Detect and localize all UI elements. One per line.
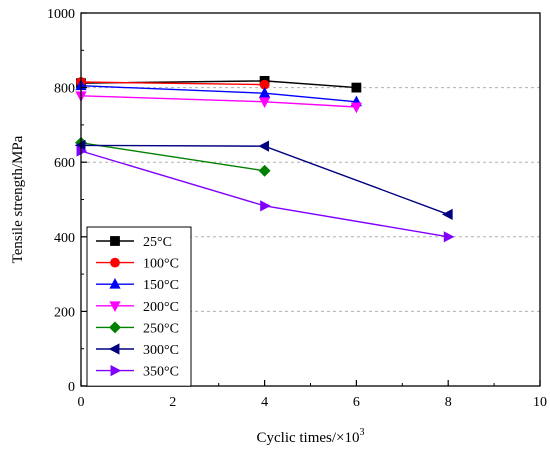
legend-marker-2	[109, 277, 121, 289]
x-axis-label-main: Cyclic times/×10	[256, 430, 359, 446]
legend-label-4: 250°C	[143, 321, 179, 336]
legend-marker-1	[110, 257, 120, 268]
legend-label-2: 150°C	[143, 278, 179, 293]
legend-label-1: 100°C	[143, 257, 179, 272]
legend-label-5: 300°C	[143, 343, 179, 358]
y-tick-label-3: 600	[54, 156, 75, 171]
series-line-2	[80, 85, 357, 103]
legend-entry-2: 150°C	[96, 277, 179, 293]
legend-marker-3	[109, 301, 121, 313]
data-point-6-1	[260, 200, 271, 212]
data-point-2-1	[258, 86, 271, 98]
y-tick-label-5: 1000	[47, 7, 75, 22]
x-axis-label: Cyclic times/×103	[256, 427, 364, 446]
legend-box	[86, 226, 192, 387]
legend-label-0: 25°C	[143, 235, 172, 250]
grid	[81, 87, 540, 312]
x-axis-label-superscript: 3	[360, 427, 365, 438]
y-tick-label-1: 200	[54, 305, 75, 320]
legend: 25°C 100°C 150°C 200°C 250°C 300°C 350°C	[86, 226, 192, 387]
legend-entry-6: 350°C	[96, 365, 179, 380]
series-4	[75, 136, 271, 177]
legend-entry-3: 200°C	[96, 300, 179, 315]
y-tick-label-2: 400	[54, 231, 75, 246]
ticks: 0 2 4 6 8 10 0 200 400 600 800 1000	[47, 7, 547, 410]
legend-entry-1: 100°C	[96, 257, 179, 272]
legend-entry-0: 25°C	[96, 235, 172, 250]
series-3	[75, 91, 363, 114]
x-tick-label-3: 6	[353, 395, 360, 410]
legend-marker-4	[109, 321, 121, 334]
x-tick-label-0: 0	[78, 395, 85, 410]
legend-marker-6	[110, 364, 122, 377]
data-point-0-2	[351, 82, 362, 93]
legend-entry-4: 250°C	[96, 321, 179, 336]
series-6	[76, 145, 455, 243]
data-point-4-1	[258, 164, 271, 177]
x-tick-label-4: 8	[445, 395, 452, 410]
data-point-3-2	[350, 102, 363, 114]
data-point-6-2	[443, 231, 455, 243]
series-line-1	[80, 81, 265, 86]
data-point-6-0	[76, 145, 88, 157]
x-tick-label-1: 2	[169, 395, 176, 410]
series-group	[74, 75, 455, 243]
legend-marker-0	[110, 236, 120, 246]
legend-label-6: 350°C	[143, 365, 179, 380]
y-axis-label: Tensile strength/MPa	[10, 135, 26, 263]
legend-marker-5	[108, 343, 120, 355]
data-point-5-2	[441, 208, 453, 221]
y-tick-label-4: 800	[54, 82, 75, 97]
series-line-4	[80, 142, 265, 172]
x-tick-label-5: 10	[533, 395, 547, 410]
legend-entry-5: 300°C	[96, 343, 179, 358]
x-tick-label-2: 4	[261, 395, 268, 410]
legend-label-3: 200°C	[143, 300, 179, 315]
data-point-3-1	[258, 97, 271, 109]
data-point-5-1	[258, 140, 270, 152]
series-5	[74, 139, 453, 221]
y-tick-label-0: 0	[68, 380, 75, 395]
